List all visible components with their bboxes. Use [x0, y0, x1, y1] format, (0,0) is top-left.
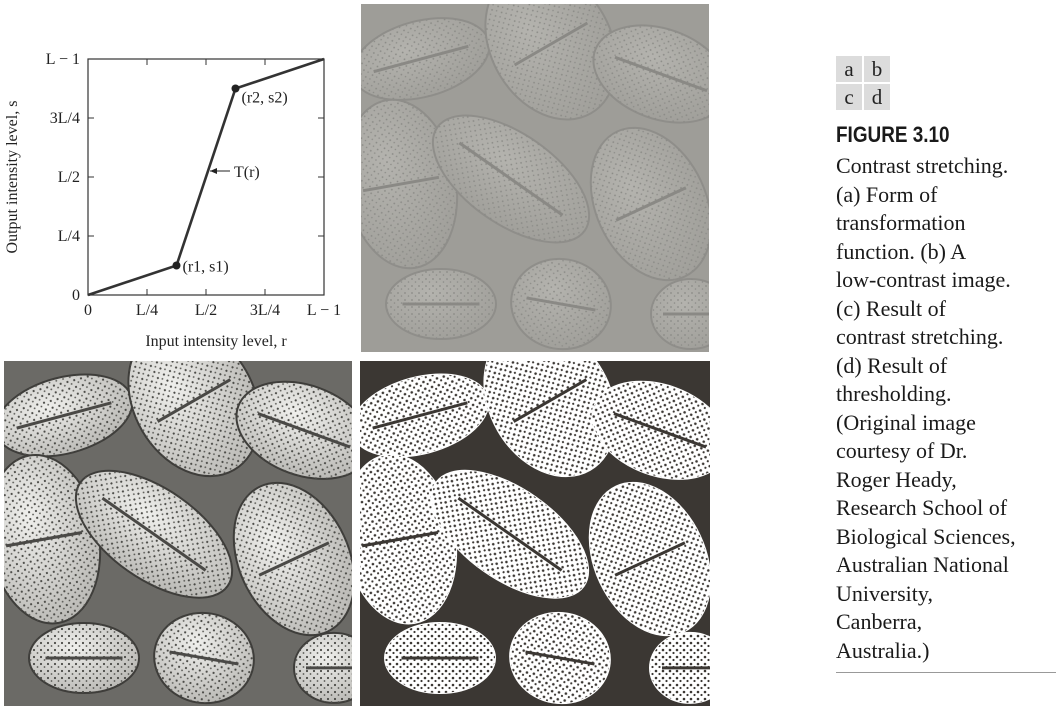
pollen-grain-furrow	[361, 531, 439, 548]
contrast-stretched-image	[4, 361, 352, 706]
pollen-image-stretched	[4, 361, 352, 706]
pollen-grain-furrow	[614, 541, 686, 577]
pollen-grain-furrow	[16, 401, 112, 430]
pollen-grain-furrow	[513, 21, 589, 67]
point1-label: (r1, s1)	[183, 259, 229, 276]
y-tick-label: L − 1	[46, 51, 80, 68]
caption-line: thresholding.	[836, 381, 952, 406]
caption-line: Roger Heady,	[836, 466, 957, 492]
caption-line: function. (b) A	[836, 238, 967, 264]
pollen-grain-furrow	[526, 296, 596, 312]
pollen-grain-furrow	[373, 44, 469, 74]
caption-line: (a) Form of	[836, 181, 938, 207]
x-tick-label: L − 1	[307, 302, 341, 319]
pollen-image-low-contrast	[361, 4, 709, 352]
x-tick-label: 3L/4	[250, 302, 280, 319]
transformation-curve	[87, 57, 325, 297]
y-tick-label: 3L/4	[50, 110, 80, 127]
pollen-grain-furrow	[613, 412, 707, 449]
curve-label: T(r)	[234, 164, 260, 181]
thresholded-image	[360, 361, 710, 706]
pollen-grain-furrow	[258, 541, 330, 577]
pollen-grain-furrow	[169, 650, 239, 666]
caption-line: (d) Result of	[836, 352, 948, 378]
pollen-grain-furrow	[614, 55, 708, 93]
pollen-grain-furrow	[156, 378, 232, 423]
x-axis-label: Input intensity level, r	[145, 333, 287, 350]
pollen-grain-furrow	[257, 412, 351, 449]
figure-caption: Contrast stretching. (a) Form of transform…	[836, 152, 1058, 665]
caption-line: Contrast stretching.	[836, 153, 1009, 178]
pollen-image-thresholded	[360, 361, 710, 706]
figure-title: FIGURE 3.10	[836, 122, 950, 147]
caption-line: Research School of	[836, 495, 1008, 520]
pollen-grain-furrow	[525, 650, 595, 666]
y-tick-label: L/4	[58, 228, 80, 245]
caption-divider	[836, 672, 1056, 673]
low-contrast-image	[361, 4, 709, 352]
caption-line: Biological Sciences,	[836, 523, 1016, 549]
caption-line: contrast stretching.	[836, 324, 1004, 349]
pollen-grain-furrow	[458, 141, 564, 217]
caption-line: transformation	[836, 210, 966, 235]
caption-line: courtesy of Dr.	[836, 438, 968, 463]
caption-line: University,	[836, 580, 933, 606]
pollen-grain-furrow	[457, 496, 563, 572]
panel-label-d: d	[864, 84, 890, 110]
caption-line: (c) Result of	[836, 295, 946, 321]
caption-line: Australian National	[836, 552, 1009, 577]
y-tick-label: L/2	[58, 169, 80, 186]
x-tick-label: L/2	[195, 302, 217, 319]
pollen-grain-furrow	[101, 496, 207, 572]
x-tick-label: L/4	[136, 302, 158, 319]
pollen-grain-furrow	[372, 401, 468, 430]
y-axis-label: Output intensity level, s	[4, 101, 21, 254]
caption-line: low-contrast image.	[836, 267, 1011, 292]
pollen-grain-furrow	[362, 175, 440, 193]
x-tick-label: 0	[84, 302, 92, 319]
breakpoint-marker	[231, 84, 240, 93]
caption-line: Australia.)	[836, 637, 930, 663]
panel-label-b: b	[864, 56, 890, 82]
panel-label-c: c	[836, 84, 862, 110]
pollen-grain-furrow	[615, 186, 687, 222]
panel-label-grid: a b c d	[836, 56, 890, 110]
caption-line: (Original image	[836, 409, 976, 435]
plot-svg: 00 L/4 L/4 L/2 L/2 3L/4 3L/4 L − 1 L − 1 Input in…	[4, 51, 341, 350]
panel-label-a: a	[836, 56, 862, 82]
caption-line: Canberra,	[836, 609, 923, 634]
y-tick-label: 0	[72, 287, 80, 304]
breakpoint-marker	[172, 261, 181, 270]
pollen-grain-furrow	[512, 378, 588, 423]
point2-label: (r2, s2)	[242, 90, 288, 107]
pollen-grain-furrow	[5, 531, 83, 548]
transformation-function-plot: 0 0 L/4 L/4 L/2 L/2 3L/4 3L/4 L − 1 L − 1 Input in…	[0, 0, 352, 352]
